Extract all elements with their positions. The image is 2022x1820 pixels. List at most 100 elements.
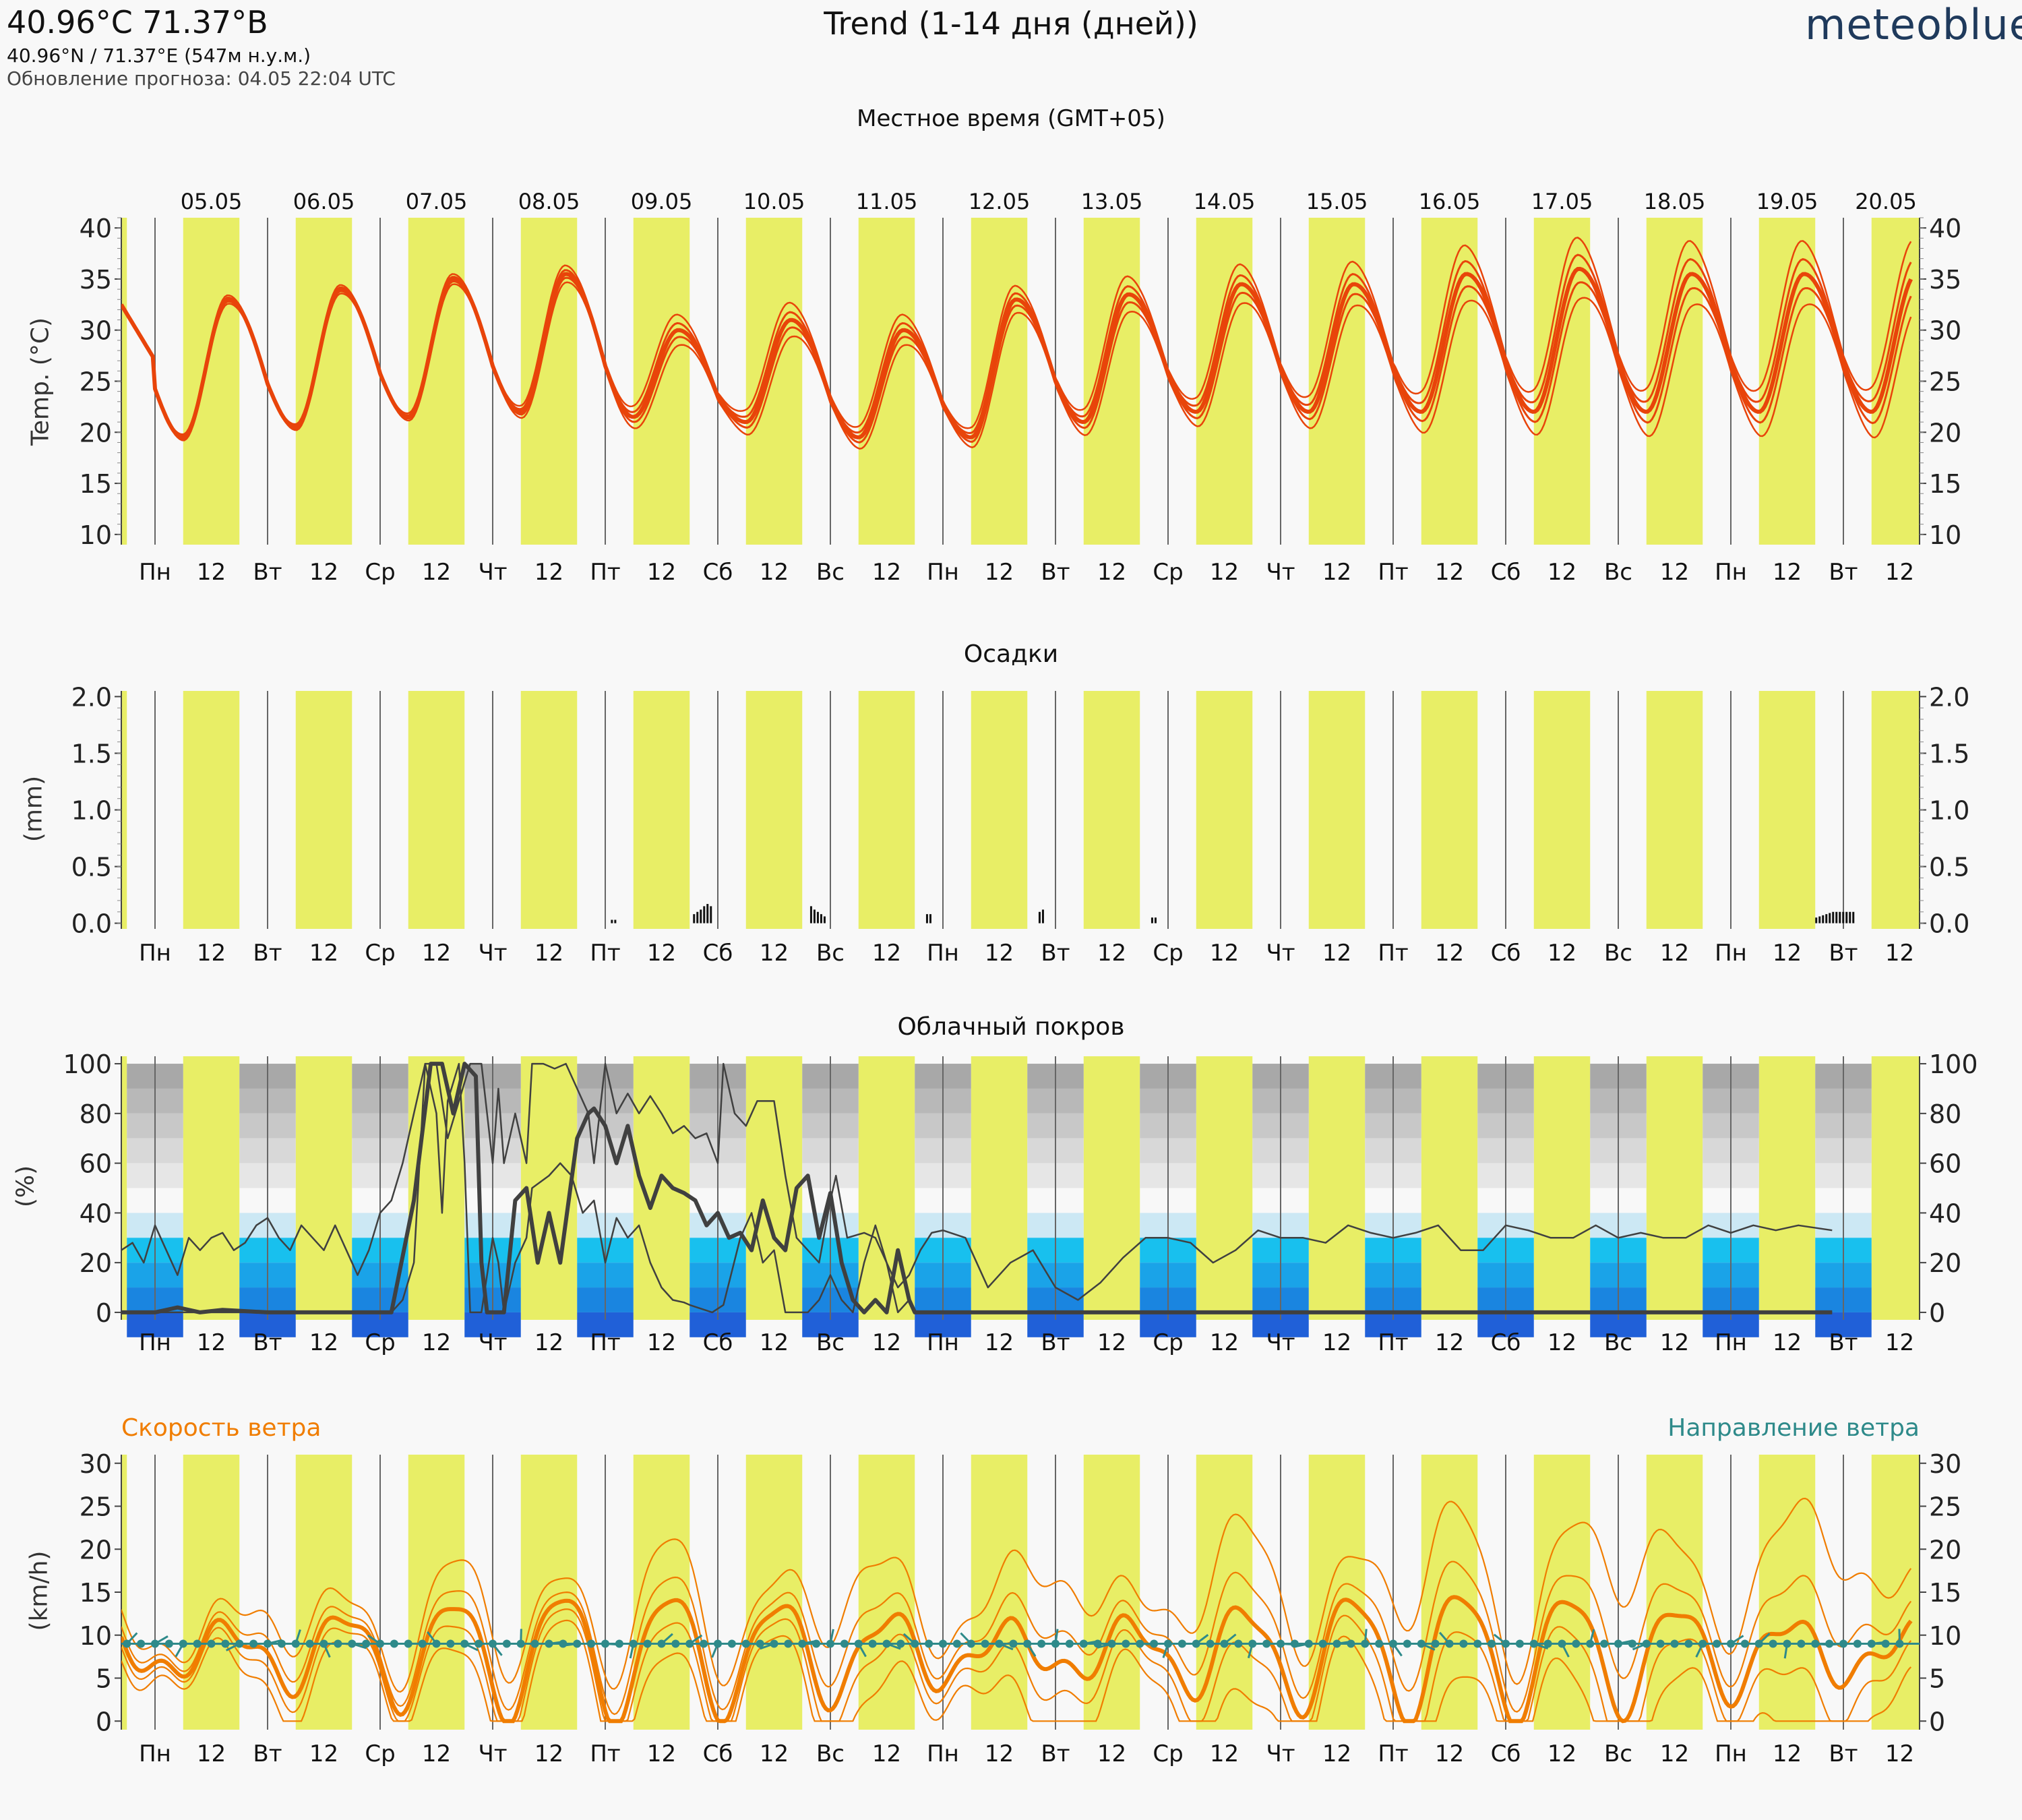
wind-tick-right: 20 [1929, 1535, 1961, 1565]
precipitation-bar [1849, 911, 1851, 923]
wind-weekday-label: Чт [1266, 1740, 1295, 1767]
date-label: 08.05 [518, 189, 580, 214]
wind-noon-label: 12 [1097, 1740, 1126, 1767]
precipitation-weekday-label: Ср [365, 940, 395, 967]
cloud-weekday-label: Ср [365, 1329, 395, 1356]
temperature-weekday-label: Вт [1041, 559, 1070, 586]
temperature-tick-right: 35 [1929, 265, 1961, 295]
precipitation-tick-left: 1.5 [71, 739, 112, 768]
day-band [408, 691, 465, 929]
precipitation-axis-label: (mm) [20, 775, 48, 843]
wind-tick-left: 15 [80, 1578, 112, 1608]
cloud-cover-axis-label: (%) [11, 1165, 40, 1208]
day-band [183, 1056, 240, 1320]
wind-noon-label: 12 [985, 1740, 1014, 1767]
date-label: 13.05 [1081, 189, 1143, 214]
day-band [520, 691, 578, 929]
day-band [1646, 1056, 1703, 1320]
wind-direction-barb [1364, 1629, 1368, 1644]
wind-noon-label: 12 [1885, 1740, 1914, 1767]
meteoblue-logo[interactable]: meteoblue [1805, 0, 2022, 49]
precipitation-weekday-label: Пт [1378, 940, 1408, 967]
precipitation-weekday-label: Сб [703, 940, 733, 967]
precipitation-bar [1839, 911, 1841, 923]
precipitation-noon-label: 12 [1660, 940, 1689, 967]
wind-tick-right: 10 [1929, 1621, 1961, 1651]
precipitation-noon-label: 12 [1322, 940, 1351, 967]
cloud-noon-label: 12 [534, 1329, 563, 1356]
day-band [1421, 1056, 1478, 1320]
precipitation-bar [809, 906, 812, 923]
temperature-noon-label: 12 [985, 559, 1014, 586]
date-label: 10.05 [743, 189, 805, 214]
cloud-noon-label: 12 [197, 1329, 226, 1356]
cloud-cover-line [121, 1062, 1833, 1314]
wind-noon-label: 12 [197, 1740, 226, 1767]
wind-direction-barb [1392, 1643, 1403, 1657]
cloud-noon-label: 12 [309, 1329, 338, 1356]
cloud-tick-right: 60 [1929, 1149, 1961, 1179]
cloud-weekday-label: Чт [1266, 1329, 1295, 1356]
precipitation-noon-label: 12 [1548, 940, 1576, 967]
cloud-noon-label: 12 [760, 1329, 789, 1356]
wind-tick-right: 25 [1929, 1492, 1961, 1522]
precipitation-weekday-label: Сб [1491, 940, 1521, 967]
precipitation-noon-label: 12 [1435, 940, 1464, 967]
wind-noon-label: 12 [1210, 1740, 1239, 1767]
cloud-cover-title: Облачный покров [897, 1013, 1125, 1041]
wind-direction-barb [1758, 1633, 1771, 1645]
precipitation-panel [121, 691, 1920, 929]
day-band [121, 1455, 127, 1730]
date-label: 11.05 [856, 189, 918, 214]
day-band [1083, 691, 1140, 929]
wind-tick-right: 30 [1929, 1449, 1961, 1479]
day-band [971, 1056, 1028, 1320]
precipitation-tick-left: 0.0 [71, 909, 112, 939]
precipitation-bar [1038, 911, 1041, 923]
wind-direction-barb [126, 1632, 138, 1645]
precipitation-bar [1151, 917, 1153, 923]
day-band [745, 1056, 803, 1320]
cloud-noon-label: 12 [1660, 1329, 1689, 1356]
cloud-noon-label: 12 [1435, 1329, 1464, 1356]
day-band [1646, 691, 1703, 929]
wind-direction-barb [225, 1643, 240, 1651]
precipitation-noon-label: 12 [534, 940, 563, 967]
precipitation-bar [611, 919, 613, 923]
temperature-weekday-label: Вт [253, 559, 282, 586]
temperature-tick-left: 15 [80, 469, 112, 499]
date-label: 05.05 [181, 189, 243, 214]
day-band [1533, 1455, 1591, 1730]
wind-noon-label: 12 [1322, 1740, 1351, 1767]
date-label: 15.05 [1306, 189, 1368, 214]
wind-direction-barb [1898, 1629, 1901, 1644]
date-label: 16.05 [1419, 189, 1481, 214]
precipitation-bar [696, 911, 699, 923]
precipitation-tick-right: 0.0 [1929, 909, 1969, 939]
temperature-tick-left: 20 [80, 418, 112, 448]
wind-direction-barb [464, 1643, 479, 1651]
precipitation-bar [1825, 914, 1828, 923]
wind-direction-barb [427, 1631, 437, 1645]
wind-direction-barb [1054, 1629, 1059, 1644]
temperature-tick-left: 10 [80, 520, 112, 550]
cloud-weekday-label: Пн [139, 1329, 171, 1356]
day-band [408, 218, 465, 545]
day-band [1421, 691, 1478, 929]
wind-direction-barb [629, 1643, 635, 1659]
temperature-noon-label: 12 [647, 559, 676, 586]
precipitation-bar [1832, 911, 1835, 923]
precipitation-tick-right: 1.0 [1929, 796, 1969, 826]
date-label: 17.05 [1531, 189, 1593, 214]
cloud-noon-label: 12 [1885, 1329, 1914, 1356]
day-band [1758, 1056, 1816, 1320]
day-band [633, 1455, 690, 1730]
wind-weekday-label: Ср [365, 1740, 395, 1767]
cloud-tick-right: 100 [1929, 1050, 1978, 1079]
wind-direction-barb [689, 1634, 703, 1645]
wind-speed-line [121, 1619, 1912, 1722]
wind-direction-barb [1589, 1629, 1595, 1644]
cloud-weekday-label: Вт [253, 1329, 282, 1356]
wind-weekday-label: Пн [1715, 1740, 1747, 1767]
temperature-noon-label: 12 [1548, 559, 1576, 586]
